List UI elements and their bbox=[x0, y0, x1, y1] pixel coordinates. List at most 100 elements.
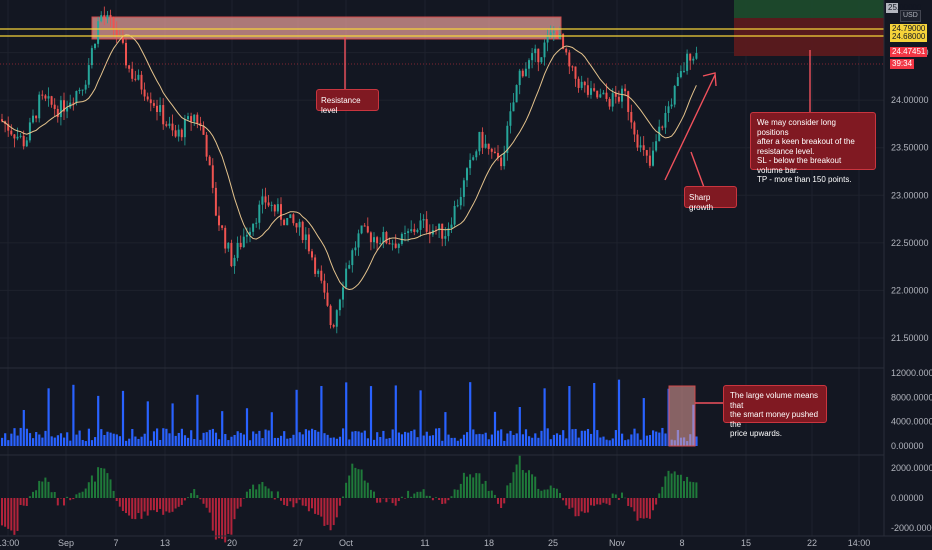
oscillator-bar bbox=[425, 495, 428, 498]
candle-body bbox=[295, 223, 298, 228]
volume-bar bbox=[648, 435, 652, 446]
volume-bar bbox=[295, 389, 298, 446]
volume-bar bbox=[264, 429, 267, 446]
candle-body bbox=[273, 204, 276, 212]
volume-note[interactable]: The large volume means that the smart mo… bbox=[723, 385, 827, 438]
long-positions-note[interactable]: We may consider long positions after a k… bbox=[750, 112, 876, 184]
candle-body bbox=[190, 116, 193, 122]
oscillator-bar bbox=[670, 473, 673, 498]
candle-body bbox=[25, 140, 28, 147]
resistance-zone[interactable] bbox=[91, 16, 562, 40]
volume-bar bbox=[53, 437, 56, 446]
volume-bar bbox=[506, 433, 509, 446]
volume-bar bbox=[605, 439, 608, 446]
candle-body bbox=[583, 81, 586, 86]
oscillator-bar bbox=[546, 489, 549, 498]
oscillator-bar bbox=[301, 498, 304, 506]
oscillator-bar bbox=[583, 498, 586, 513]
oscillator-bar bbox=[574, 498, 577, 517]
candle-body bbox=[373, 237, 375, 243]
oscillator-bar bbox=[202, 498, 205, 504]
resistance-note[interactable]: Resistance level bbox=[316, 89, 379, 115]
volume-bar bbox=[199, 439, 202, 446]
candle-body bbox=[524, 68, 527, 77]
oscillator-bar bbox=[149, 498, 152, 511]
volume-bar bbox=[28, 433, 32, 446]
oscillator-bar bbox=[394, 498, 397, 506]
candle-body bbox=[627, 91, 630, 112]
oscillator-bar bbox=[218, 498, 220, 539]
volume-bar bbox=[363, 430, 366, 446]
candle-body bbox=[199, 123, 202, 126]
volume-bar bbox=[633, 428, 636, 446]
volume-bar bbox=[562, 430, 565, 446]
sharp-growth-note[interactable]: Sharp growth bbox=[684, 186, 737, 212]
candle-body bbox=[453, 205, 456, 225]
candle-body bbox=[193, 114, 196, 122]
candle-body bbox=[332, 325, 335, 327]
candle-body bbox=[543, 42, 546, 58]
volume-bar bbox=[78, 430, 81, 446]
oscillator-bar bbox=[159, 498, 162, 509]
oscillator-bar bbox=[642, 498, 645, 519]
volume-bar bbox=[270, 412, 273, 446]
oscillator-bar bbox=[348, 475, 351, 498]
oscillator-bar bbox=[193, 489, 196, 498]
oscillator-bar bbox=[298, 498, 301, 500]
oscillator-bar bbox=[543, 489, 546, 498]
volume-bar bbox=[472, 429, 475, 446]
breakout-volume-highlight[interactable] bbox=[668, 385, 696, 447]
volume-bar bbox=[174, 435, 177, 446]
price-tick-label: 24.00000 bbox=[891, 95, 929, 105]
candle-body bbox=[667, 106, 670, 113]
oscillator-bar bbox=[273, 498, 276, 500]
volume-bar bbox=[537, 437, 540, 446]
volume-bar bbox=[549, 439, 552, 446]
oscillator-bar bbox=[227, 498, 230, 534]
price-candles bbox=[1, 6, 698, 334]
volume-bar bbox=[360, 432, 363, 446]
volume-bar bbox=[416, 437, 419, 446]
candle-body bbox=[562, 34, 565, 49]
oscillator-bar bbox=[503, 498, 506, 504]
price-tag-resistance-lower: 24.68000 bbox=[890, 32, 928, 42]
volume-bar bbox=[258, 430, 261, 446]
candle-body bbox=[599, 94, 602, 98]
currency-label[interactable]: USD bbox=[900, 10, 921, 22]
volume-bar bbox=[655, 431, 658, 446]
volume-bar bbox=[658, 432, 661, 446]
oscillator-bar bbox=[559, 492, 561, 498]
oscillator-bar bbox=[518, 455, 521, 498]
volume-bar bbox=[497, 430, 500, 446]
volume-bar bbox=[118, 436, 121, 446]
price-tag-top: 25.00000 bbox=[886, 3, 921, 13]
oscillator-bar bbox=[512, 472, 515, 498]
candle-body bbox=[301, 221, 304, 241]
oscillator-bar bbox=[32, 491, 34, 498]
candle-body bbox=[289, 214, 292, 218]
volume-bar bbox=[41, 437, 44, 446]
oscillator-bar bbox=[311, 498, 313, 509]
candle-body bbox=[673, 85, 676, 105]
oscillator-bar bbox=[156, 498, 158, 513]
oscillator-bar bbox=[112, 490, 115, 498]
volume-bar bbox=[146, 401, 149, 446]
volume-bar bbox=[509, 430, 512, 446]
candle-body bbox=[137, 74, 140, 80]
annotation-arrows bbox=[344, 37, 811, 404]
candle-body bbox=[521, 70, 524, 77]
volume-bar bbox=[624, 440, 627, 446]
take-profit-zone[interactable] bbox=[734, 0, 884, 18]
volume-bar bbox=[577, 437, 580, 446]
price-tick-label: 23.50000 bbox=[891, 143, 929, 153]
volume-bar bbox=[357, 431, 360, 446]
candle-body bbox=[16, 136, 19, 139]
candle-body bbox=[329, 305, 332, 326]
oscillator-bar bbox=[487, 490, 490, 498]
stop-loss-zone[interactable] bbox=[734, 18, 884, 56]
volume-bar bbox=[261, 438, 264, 446]
volume-note-line-1: The large volume means that bbox=[730, 391, 819, 410]
price-axis[interactable] bbox=[884, 0, 932, 536]
volume-bar bbox=[131, 428, 134, 446]
